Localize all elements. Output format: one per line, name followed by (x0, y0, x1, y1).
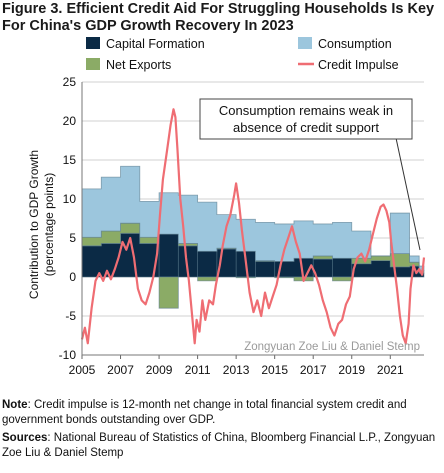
y-tick-label: -5 (65, 309, 76, 323)
callout-box (199, 98, 413, 140)
figure-title: Figure 3. Efficient Credit Aid For Strug… (2, 1, 435, 34)
legend-label: Net Exports (106, 58, 171, 72)
credit-impulse-line-group (80, 108, 426, 345)
legend-swatch (86, 37, 100, 49)
stacked-areas (81, 165, 425, 309)
y-tick-label: 10 (63, 192, 77, 206)
y-axis-label-line1: Contribution to GDP Growth (27, 150, 41, 299)
y-tick-label: -10 (59, 348, 77, 362)
y-tick-label: 15 (63, 153, 77, 167)
legend-swatch (298, 37, 312, 49)
note-text: : Credit impulse is 12-month net change … (2, 399, 407, 426)
x-tick-label: 2013 (223, 363, 250, 377)
sources-text: : National Bureau of Statistics of China… (2, 432, 436, 459)
footnote: Note: Credit impulse is 12-month net cha… (2, 398, 442, 428)
x-tick-label: 2007 (107, 363, 134, 377)
legend: Capital Formation Consumption Net Exports C… (86, 37, 399, 72)
x-tick-label: 2005 (69, 363, 96, 377)
x-tick-label: 2021 (377, 363, 404, 377)
callout-text: Consumption remains weak in (219, 103, 393, 118)
area-consumption (81, 165, 425, 272)
x-tick-label: 2011 (185, 363, 211, 377)
axes: -10 -5 0 5 10 15 20 25 2005 2007 2009 2011 2013 2015 2… (27, 75, 424, 377)
callout-pointer (395, 137, 421, 251)
y-axis-label: Contribution to GDP Growth(percentage po… (27, 150, 56, 299)
legend-swatch (86, 58, 100, 70)
y-tick-label: 25 (63, 75, 77, 89)
y-tick-label: 20 (63, 114, 77, 128)
annotations: Consumption remains weak in absence of cr… (199, 98, 421, 353)
x-tick-label: 2015 (261, 363, 288, 377)
legend-label: Credit Impulse (318, 58, 399, 72)
y-tick-label: 0 (69, 270, 76, 284)
x-tick-label: 2017 (300, 363, 327, 377)
chart: Capital Formation Consumption Net Exports C… (27, 37, 426, 377)
callout-text: absence of credit support (233, 120, 379, 135)
sources: Sources: National Bureau of Statistics o… (2, 431, 442, 461)
sources-label: Sources (2, 432, 48, 444)
legend-label: Capital Formation (106, 37, 205, 51)
y-axis-label-line2: (percentage points) (42, 173, 56, 276)
credit-impulse-line (80, 108, 426, 345)
legend-label: Consumption (318, 37, 392, 51)
note-label: Note (2, 399, 28, 411)
watermark: Zongyuan Zoe Liu & Daniel Stemp (244, 341, 420, 353)
x-tick-label: 2019 (338, 363, 365, 377)
y-tick-label: 5 (69, 231, 76, 245)
x-tick-label: 2009 (146, 363, 173, 377)
